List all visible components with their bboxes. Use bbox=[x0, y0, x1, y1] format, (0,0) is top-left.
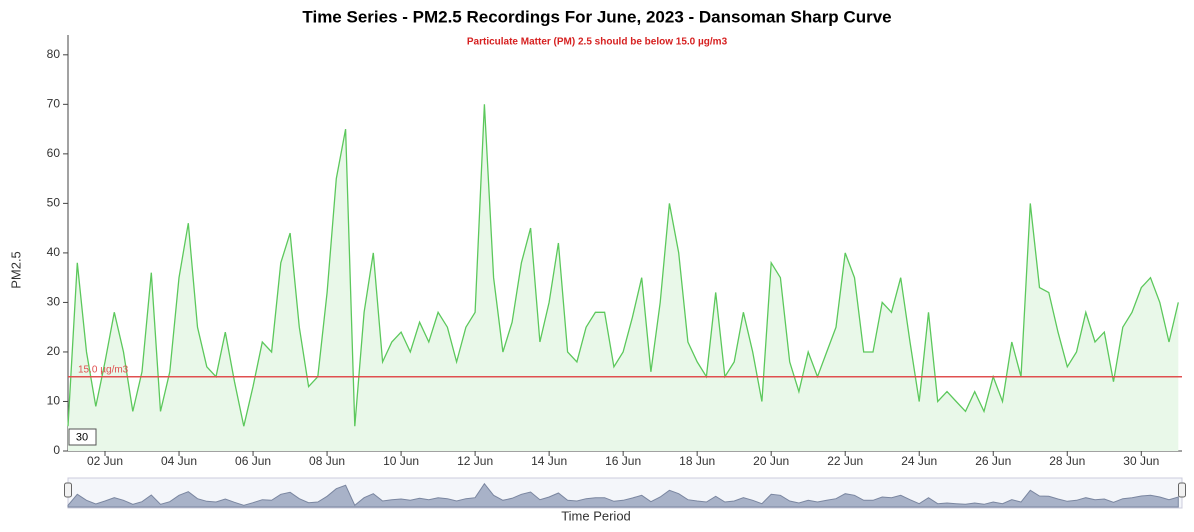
x-tick-label: 12 Jun bbox=[457, 454, 493, 468]
x-tick-label: 28 Jun bbox=[1049, 454, 1085, 468]
x-tick-label: 18 Jun bbox=[679, 454, 715, 468]
x-tick-label: 16 Jun bbox=[605, 454, 641, 468]
range-input-box bbox=[68, 428, 97, 446]
y-tick-label: 50 bbox=[47, 196, 61, 210]
navigator-series bbox=[67, 482, 1179, 508]
y-tick-label: 40 bbox=[47, 245, 61, 259]
x-tick-label: 26 Jun bbox=[975, 454, 1011, 468]
x-tick-label: 20 Jun bbox=[753, 454, 789, 468]
x-tick-label: 08 Jun bbox=[309, 454, 345, 468]
y-tick-label: 0 bbox=[53, 443, 60, 457]
y-tick-label: 20 bbox=[47, 344, 61, 358]
area-fill bbox=[68, 104, 1179, 452]
x-tick-label: 24 Jun bbox=[901, 454, 937, 468]
navigator-handle bbox=[1178, 482, 1186, 498]
x-tick-label: 22 Jun bbox=[827, 454, 863, 468]
x-tick-label: 06 Jun bbox=[235, 454, 271, 468]
y-tick-label: 10 bbox=[47, 394, 61, 408]
x-tick-label: 04 Jun bbox=[161, 454, 197, 468]
chart-subtitle: Particulate Matter (PM) 2.5 should be be… bbox=[467, 37, 728, 48]
threshold-label: 15.0 µg/m3 bbox=[78, 364, 129, 375]
chart-title: Time Series - PM2.5 Recordings For June,… bbox=[302, 7, 891, 26]
x-tick-label: 14 Jun bbox=[531, 454, 567, 468]
y-tick-label: 30 bbox=[47, 295, 61, 309]
x-axis-label: Time Period bbox=[561, 508, 631, 523]
x-tick-label: 10 Jun bbox=[383, 454, 419, 468]
y-tick-label: 60 bbox=[47, 146, 61, 160]
y-tick-label: 70 bbox=[47, 97, 61, 111]
navigator bbox=[64, 477, 1186, 509]
y-tick-label: 80 bbox=[47, 47, 61, 61]
y-axis-label: PM2.5 bbox=[8, 251, 23, 289]
x-tick-label: 02 Jun bbox=[87, 454, 123, 468]
x-tick-label: 30 Jun bbox=[1123, 454, 1159, 468]
range-input: 30 bbox=[76, 431, 88, 443]
navigator-handle bbox=[64, 482, 72, 498]
